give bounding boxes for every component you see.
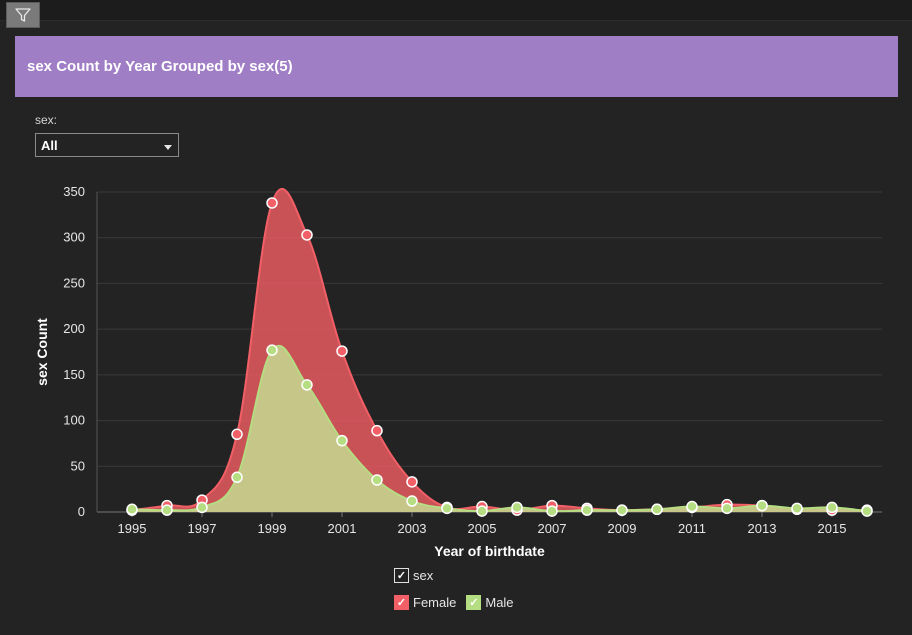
panel-title: sex Count by Year Grouped by sex(5) xyxy=(27,58,293,75)
y-tick-label: 0 xyxy=(78,504,85,519)
x-tick-label: 2001 xyxy=(328,521,357,536)
x-tick-label: 1995 xyxy=(118,521,147,536)
data-point-female xyxy=(406,476,418,488)
legend-male-checkbox[interactable]: ✓ xyxy=(466,595,482,610)
series-area-male xyxy=(132,345,867,512)
x-tick-label: 2005 xyxy=(468,521,497,536)
x-tick-label: 1997 xyxy=(188,521,217,536)
data-point-female xyxy=(301,229,313,241)
y-tick-label: 150 xyxy=(63,367,85,382)
data-point-female xyxy=(336,345,348,357)
data-point-male xyxy=(406,495,418,507)
data-point-male xyxy=(826,501,838,514)
y-tick-label: 100 xyxy=(63,413,85,428)
data-point-male xyxy=(616,504,628,516)
data-point-male xyxy=(686,500,698,513)
data-point-male xyxy=(721,502,733,515)
x-tick-label: 2009 xyxy=(608,521,637,536)
chart-panel: sex Count by Year Grouped by sex(5) sex:… xyxy=(15,36,898,626)
legend-item-male[interactable]: ✓ Male xyxy=(466,595,514,610)
data-point-male xyxy=(231,471,243,484)
data-point-male xyxy=(301,379,313,391)
data-point-male xyxy=(546,505,558,517)
legend-series: ✓ Female ✓ Male xyxy=(394,595,518,610)
data-point-male xyxy=(581,504,593,516)
data-point-male xyxy=(336,434,348,447)
data-point-male xyxy=(756,499,768,512)
y-tick-label: 350 xyxy=(63,184,85,199)
legend-male-label: Male xyxy=(485,595,514,610)
legend-group-checkbox[interactable]: ✓ xyxy=(394,568,409,583)
data-point-male xyxy=(476,505,488,517)
x-tick-label: 2003 xyxy=(398,521,427,536)
panel-header: sex Count by Year Grouped by sex(5) xyxy=(15,36,898,97)
x-tick-label: 1999 xyxy=(258,521,287,536)
data-point-male xyxy=(861,505,873,517)
sex-filter-value: All xyxy=(41,137,58,153)
x-tick-label: 2007 xyxy=(538,521,567,536)
data-point-male xyxy=(196,501,208,514)
legend-group: ✓ sex xyxy=(394,568,433,583)
data-point-male xyxy=(126,503,138,516)
y-tick-label: 50 xyxy=(71,458,85,473)
sex-filter-label: sex: xyxy=(35,113,58,127)
data-point-male xyxy=(511,501,523,514)
data-point-male xyxy=(791,502,803,515)
y-tick-label: 300 xyxy=(63,230,85,245)
y-tick-label: 200 xyxy=(63,321,85,336)
legend-female-label: Female xyxy=(413,595,457,610)
x-tick-label: 2013 xyxy=(748,521,777,536)
legend-item-female[interactable]: ✓ Female xyxy=(394,595,456,610)
data-point-female xyxy=(266,197,278,209)
y-tick-label: 250 xyxy=(63,275,85,290)
legend-group-label: sex xyxy=(413,568,434,583)
filter-icon xyxy=(15,8,31,22)
chevron-down-icon xyxy=(164,145,172,150)
data-point-female xyxy=(371,424,383,437)
x-tick-label: 2015 xyxy=(818,521,847,536)
filter-button[interactable] xyxy=(6,2,40,28)
legend-female-checkbox[interactable]: ✓ xyxy=(394,595,409,610)
sex-filter-select[interactable]: All xyxy=(35,133,179,157)
x-tick-label: 2011 xyxy=(678,521,706,536)
data-point-male xyxy=(161,504,173,516)
data-point-male xyxy=(371,474,383,486)
data-point-male xyxy=(266,344,278,356)
x-axis-title: Year of birthdate xyxy=(434,543,545,559)
top-toolbar xyxy=(0,0,912,21)
data-point-male xyxy=(441,502,453,515)
y-axis-title: sex Count xyxy=(34,318,50,386)
data-point-male xyxy=(651,503,663,516)
data-point-female xyxy=(231,428,243,441)
